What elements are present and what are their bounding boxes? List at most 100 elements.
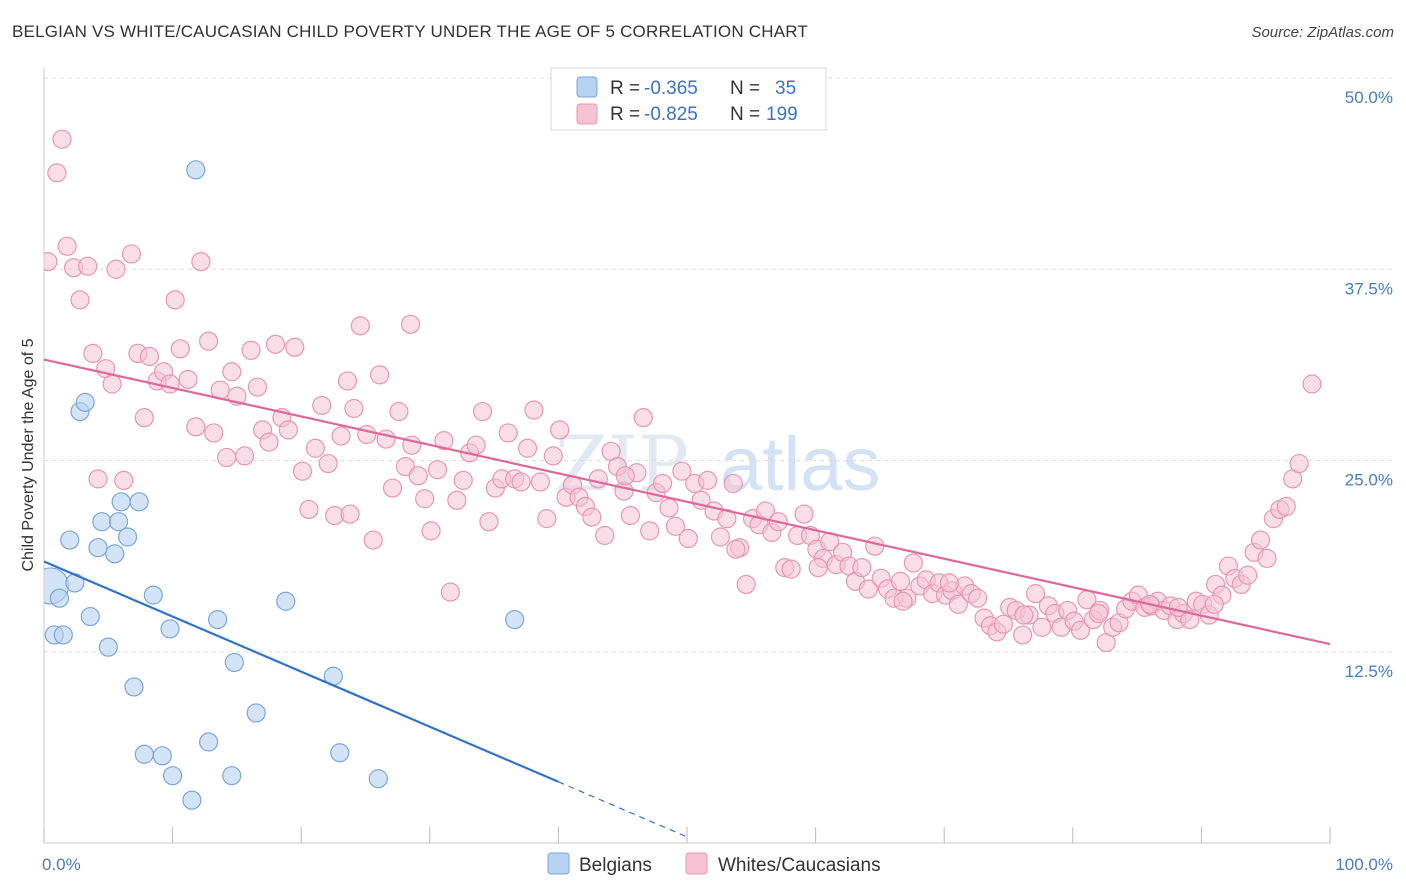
whites-caucasians-trend-line [43,358,1331,646]
legend-n-label-2: N = [730,104,760,125]
whites-caucasians-point [191,252,211,272]
whites-caucasians-point [1013,625,1033,645]
whites-caucasians-point [1238,565,1258,585]
bottom-legend-belgians: Belgians [579,855,652,876]
whites-caucasians-point [615,466,635,486]
whites-caucasians-point [652,473,673,494]
belgians-point [330,743,350,763]
whites-caucasians-point [472,401,493,422]
whites-caucasians-point [134,408,154,428]
whites-caucasians-point [170,339,190,359]
whites-caucasians-point [305,438,325,458]
whites-caucasians-point [858,579,878,599]
belgians-point [53,625,73,645]
belgians-point [129,492,149,512]
whites-caucasians-point [178,369,198,390]
legend-swatch-belgians [576,76,598,98]
whites-caucasians-point [1168,597,1188,617]
bottom-legend-swatch-whites [685,852,708,875]
whites-caucasians-point [415,489,435,509]
whites-caucasians-point [370,365,390,385]
whites-caucasians-point [382,478,403,498]
whites-caucasians-point [83,343,103,363]
belgians-point [92,512,112,532]
legend-r-label-1: R = [610,78,640,99]
belgians-point [160,619,180,639]
x-tick-label-max: 100.0% [1335,855,1393,874]
whites-caucasians-point [794,504,814,524]
whites-caucasians-point [1088,603,1109,624]
whites-caucasians-point [697,470,718,490]
whites-caucasians-point [968,588,988,608]
belgians-point [505,610,525,630]
legend-n-value-1: 35 [775,78,796,99]
whites-caucasians-point [139,346,160,367]
whites-caucasians-point [948,594,968,614]
whites-caucasians-point [1289,453,1309,474]
whites-caucasians-point [659,498,679,518]
legend-r-value-1: -0.365 [644,78,698,99]
belgians-point [368,769,388,789]
whites-caucasians-point [52,129,72,149]
whites-caucasians-point [363,530,383,550]
belgians-point [80,606,100,627]
whites-caucasians-point [781,559,801,579]
y-tick-label: 50.0% [1345,88,1393,107]
whites-caucasians-point [357,424,377,445]
whites-caucasians-point [160,374,180,394]
whites-caucasians-point [186,417,206,437]
whites-caucasians-point [1070,620,1091,640]
whites-caucasians-point [247,377,268,397]
belgians-point [208,610,228,630]
whites-caucasians-point [453,470,473,490]
whites-caucasians-point [312,395,332,416]
belgians-point [111,492,131,512]
belgians-point [49,588,70,608]
tick-labels: 12.5% 25.0% 37.5% 50.0% 0.0% 100.0% [42,88,1393,874]
belgians-trend-extension [558,781,688,838]
y-axis-label: Child Poverty Under the Age of 5 [20,338,37,571]
whites-caucasians-point [344,398,364,419]
whites-caucasians-point [1257,548,1277,569]
whites-caucasians-point [259,432,279,452]
whites-caucasians-point [633,408,653,428]
belgians-point [117,527,138,547]
whites-caucasians-point [235,446,255,466]
whites-caucasians-point [114,470,134,490]
whites-caucasians-point [47,163,67,183]
belgians-point [152,746,172,766]
belgians-point [134,744,154,764]
whites-caucasians-point [517,438,538,458]
y-tick-label: 37.5% [1345,279,1393,298]
series-legend: Belgians Whites/Caucasians [547,852,881,876]
whites-caucasians-point [1250,530,1271,550]
belgians-point [143,585,163,605]
whites-caucasians-point [70,290,90,310]
legend-r-value-2: -0.825 [644,104,698,125]
whites-caucasians-point [620,505,641,526]
correlation-legend: R = -0.365 N = 35 R = -0.825 N = 199 [550,67,827,131]
whites-caucasians-point [498,423,518,443]
whites-caucasians-point [993,614,1013,634]
y-tick-label: 12.5% [1345,662,1393,681]
whites-caucasians-point [44,252,58,272]
whites-caucasians-point [723,473,743,494]
trend-lines [43,358,1331,838]
whites-caucasians-point [710,527,731,547]
whites-caucasians-point [1302,374,1322,394]
whites-caucasians-point [340,504,360,524]
whites-caucasians-points [44,129,1322,653]
whites-caucasians-point [939,573,959,593]
whites-caucasians-point [582,507,602,527]
whites-caucasians-point [543,446,563,466]
whites-caucasians-point [292,461,313,481]
belgians-point [276,591,296,611]
whites-caucasians-point [88,469,108,489]
belgians-point [105,544,125,564]
legend-r-label-2: R = [610,104,640,125]
whites-caucasians-point [511,472,531,492]
x-tick-label-min: 0.0% [42,855,81,874]
whites-caucasians-point [389,401,409,422]
y-tick-label: 25.0% [1345,471,1393,490]
whites-caucasians-point [217,447,237,468]
